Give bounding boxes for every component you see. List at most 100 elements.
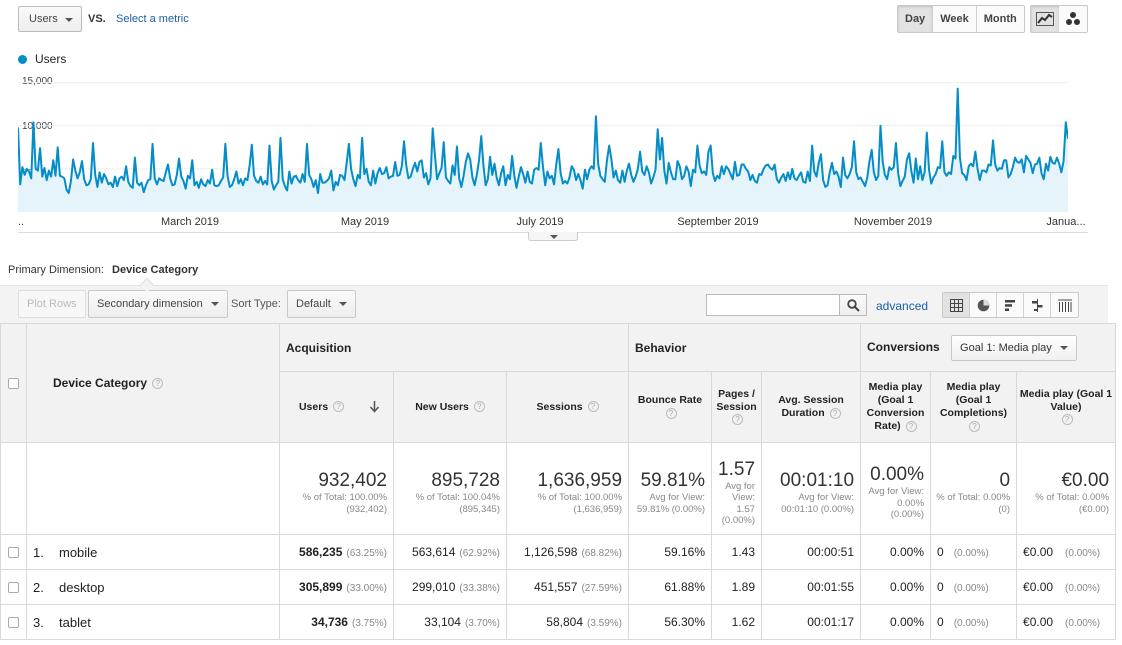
dimension-link[interactable]: mobile — [59, 544, 98, 560]
dimension-link[interactable]: tablet — [59, 614, 91, 630]
sort-type-value: Default — [296, 298, 331, 310]
metric-value: 58,804 — [546, 615, 583, 629]
metric-value: 34,736 — [311, 615, 348, 629]
secondary-dimension-label: Secondary dimension — [97, 298, 203, 310]
metric-cell: 0 (0.00%) — [930, 534, 1018, 570]
row-select-cell — [0, 534, 27, 570]
select-all-checkbox[interactable] — [8, 378, 19, 390]
totals-empty-cell — [0, 442, 27, 535]
metric-value: 0 — [937, 580, 944, 594]
month-button[interactable]: Month — [983, 13, 1017, 25]
metric-percent: (62.92%) — [459, 548, 500, 559]
metric-percent: (0.00%) — [953, 618, 989, 629]
metric-cell: €0.00 (0.00%) — [1016, 534, 1117, 570]
total-value: 895,728 — [431, 470, 500, 491]
help-icon[interactable]: ? — [732, 414, 744, 426]
pivot-view-button[interactable] — [1051, 293, 1078, 317]
help-icon[interactable]: ? — [829, 407, 841, 419]
help-icon[interactable]: ? — [333, 401, 345, 413]
column-header-new-users[interactable]: New Users ? — [393, 371, 507, 443]
chevron-down-icon — [210, 302, 219, 307]
total-cell: 932,402% of Total: 100.00% (932,402) — [279, 442, 394, 535]
total-value: €0.00 — [1061, 470, 1110, 491]
dimension-link[interactable]: desktop — [59, 579, 105, 595]
line-chart-button[interactable] — [1031, 6, 1059, 32]
collapse-chart-toggle[interactable] — [528, 232, 578, 241]
bar-chart-icon — [1004, 299, 1015, 311]
metric-cell: 586,235 (63.25%) — [279, 534, 394, 570]
x-tick-label: November 2019 — [853, 216, 933, 228]
motion-chart-icon — [1066, 12, 1080, 25]
column-header-bounce-rate[interactable]: Bounce Rate? — [628, 371, 713, 443]
goal-select[interactable]: Goal 1: Media play — [951, 334, 1077, 361]
metric-cell: 1.43 — [711, 534, 763, 570]
y-tick-label: 15,000 — [22, 76, 53, 87]
metric-percent: (3.75%) — [351, 618, 387, 629]
help-icon[interactable]: ? — [1061, 414, 1073, 426]
secondary-dimension-select[interactable]: Secondary dimension — [88, 290, 228, 318]
row-checkbox[interactable] — [8, 582, 19, 594]
metric-value: €0.00 — [1023, 580, 1054, 594]
column-header-avg-session-duration[interactable]: Avg. Session Duration ? — [761, 371, 862, 443]
row-checkbox[interactable] — [8, 617, 19, 629]
column-header-goal-conversion-rate[interactable]: Media play (Goal 1 Conversion Rate) ? — [860, 371, 932, 443]
help-icon[interactable]: ? — [969, 420, 981, 432]
advanced-filter-link[interactable]: advanced — [876, 299, 929, 313]
row-checkbox[interactable] — [8, 547, 19, 559]
users-line-chart[interactable] — [18, 74, 1068, 212]
line-chart-icon — [1036, 12, 1054, 26]
help-icon[interactable]: ? — [152, 378, 164, 390]
primary-dimension: Primary Dimension: Device Category — [8, 264, 198, 276]
comparison-view-button[interactable] — [1024, 293, 1051, 317]
table-search-input[interactable] — [706, 294, 840, 316]
data-table-view-button[interactable] — [943, 293, 970, 317]
time-granularity-group: Day Week Month — [897, 5, 1025, 33]
column-header-label: New Users — [415, 400, 469, 413]
grid-icon — [949, 298, 963, 312]
totals-empty-cell — [26, 442, 280, 535]
chart-type-group — [1030, 5, 1088, 33]
total-subtext: Avg for View: 1.57 (0.00%) — [721, 480, 756, 527]
help-icon[interactable]: ? — [473, 401, 485, 413]
metric-cell: 00:01:55 — [761, 569, 862, 605]
row-select-cell — [0, 569, 27, 605]
row-index: 1. — [33, 544, 44, 560]
primary-dimension-value[interactable]: Device Category — [112, 264, 199, 276]
plot-rows-button[interactable]: Plot Rows — [18, 290, 86, 318]
sort-descending-icon — [369, 400, 380, 413]
column-header-goal-value[interactable]: Media play (Goal 1 Value)? — [1016, 371, 1117, 443]
help-icon[interactable]: ? — [665, 407, 677, 419]
select-metric-link[interactable]: Select a metric — [116, 13, 189, 25]
search-button[interactable] — [839, 294, 867, 316]
column-header-sessions[interactable]: Sessions ? — [505, 371, 630, 443]
column-header-users[interactable]: Users ? — [279, 371, 394, 443]
help-icon[interactable]: ? — [587, 401, 599, 413]
legend-label: Users — [35, 52, 67, 66]
dimension-header-label: Device Category — [53, 376, 148, 390]
users-series-line[interactable] — [18, 87, 1068, 195]
pie-view-button[interactable] — [970, 293, 997, 317]
total-value: 0 — [999, 470, 1011, 491]
metric-select[interactable]: Users — [18, 6, 82, 32]
metric-value: 33,104 — [424, 615, 461, 629]
metric-cell: 0 (0.00%) — [930, 604, 1018, 640]
total-cell: 0.00% Avg for View: 0.00% (0.00%) — [860, 442, 932, 535]
motion-chart-button[interactable] — [1059, 6, 1087, 32]
performance-view-button[interactable] — [997, 293, 1024, 317]
day-button[interactable]: Day — [898, 6, 934, 32]
dimension-header[interactable]: Device Category ? — [26, 323, 280, 443]
total-subtext: % of Total: 100.04% (895,345) — [415, 492, 500, 515]
select-all-cell — [0, 323, 27, 443]
column-header-pages-session[interactable]: Pages / Session? — [711, 371, 763, 443]
sort-type-select[interactable]: Default — [287, 290, 356, 318]
column-header-goal-completions[interactable]: Media play (Goal 1 Completions)? — [930, 371, 1018, 443]
vs-label: VS. — [88, 13, 106, 25]
column-header-label: Media play (Goal 1 Completions) — [939, 381, 1008, 419]
x-tick-label: .. — [17, 216, 25, 228]
metric-cell: €0.00 (0.00%) — [1016, 569, 1117, 605]
metric-percent: (0.00%) — [1065, 583, 1101, 594]
week-button[interactable]: Week — [933, 6, 977, 32]
help-icon[interactable]: ? — [905, 420, 917, 432]
total-cell: 1,636,959% of Total: 100.00% (1,636,959) — [505, 442, 630, 535]
total-subtext: % of Total: 100.00% (1,636,959) — [537, 492, 623, 515]
